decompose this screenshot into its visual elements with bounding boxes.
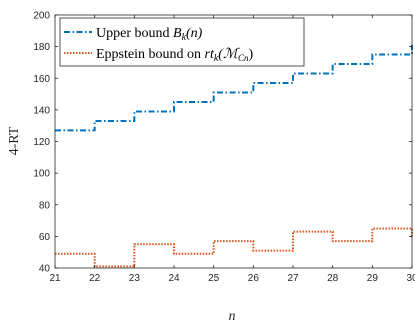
y-tick-label: 40 (39, 264, 51, 275)
legend-entry-2: Eppstein bound on rtk(ℳCn) (96, 47, 253, 64)
series-1 (55, 45, 413, 132)
x-axis-label: n (229, 309, 236, 324)
y-tick-label: 120 (33, 137, 50, 148)
y-tick-label: 140 (33, 105, 50, 116)
x-tick-label: 27 (287, 273, 299, 284)
plot-area (55, 45, 413, 268)
legend-text-part: Upper bound (96, 26, 173, 41)
y-axis-label: 4-RT (7, 126, 22, 155)
x-tick-label: 26 (248, 273, 260, 284)
legend-text-part: (n) (186, 26, 203, 41)
axes (54, 14, 413, 269)
legend-text-part: Eppstein bound on (96, 47, 205, 62)
x-tick-label: 23 (129, 273, 141, 284)
legend: Upper bound Bk(n)Eppstein bound on rtk(ℳ… (59, 17, 305, 67)
legend-text-part: Cn (238, 53, 249, 63)
x-tick-label: 22 (89, 273, 101, 284)
y-tick-label: 160 (33, 74, 50, 85)
legend-text-part: ) (248, 47, 253, 62)
x-tick-label: 29 (367, 273, 379, 284)
tick-labels: 21 22 23 24 25 26 27 28 29 30 40 60 80 100 120 140 160 18… (33, 11, 415, 285)
legend-text-part: k (214, 53, 219, 64)
legend-text-part: k (182, 32, 187, 43)
legend-entry-1: Upper bound Bk(n) (96, 26, 203, 43)
x-tick-label: 28 (327, 273, 339, 284)
series-line-2 (55, 227, 413, 268)
series-2 (55, 227, 413, 268)
legend-text-part: B (173, 26, 182, 41)
y-tick-label: 200 (33, 11, 50, 22)
x-tick-label: 24 (168, 273, 180, 284)
y-tick-label: 60 (39, 232, 51, 243)
y-tick-label: 180 (33, 42, 50, 53)
y-tick-label: 80 (39, 200, 51, 211)
y-tick-label: 100 (33, 169, 50, 180)
series-line-1 (55, 45, 413, 132)
legend-text-part: (ℳ (218, 47, 240, 62)
legend-box (59, 17, 305, 67)
x-tick-label: 25 (208, 273, 220, 284)
legend-text-part: rt (205, 47, 215, 62)
x-tick-label: 30 (406, 273, 415, 284)
x-tick-label: 21 (49, 273, 61, 284)
